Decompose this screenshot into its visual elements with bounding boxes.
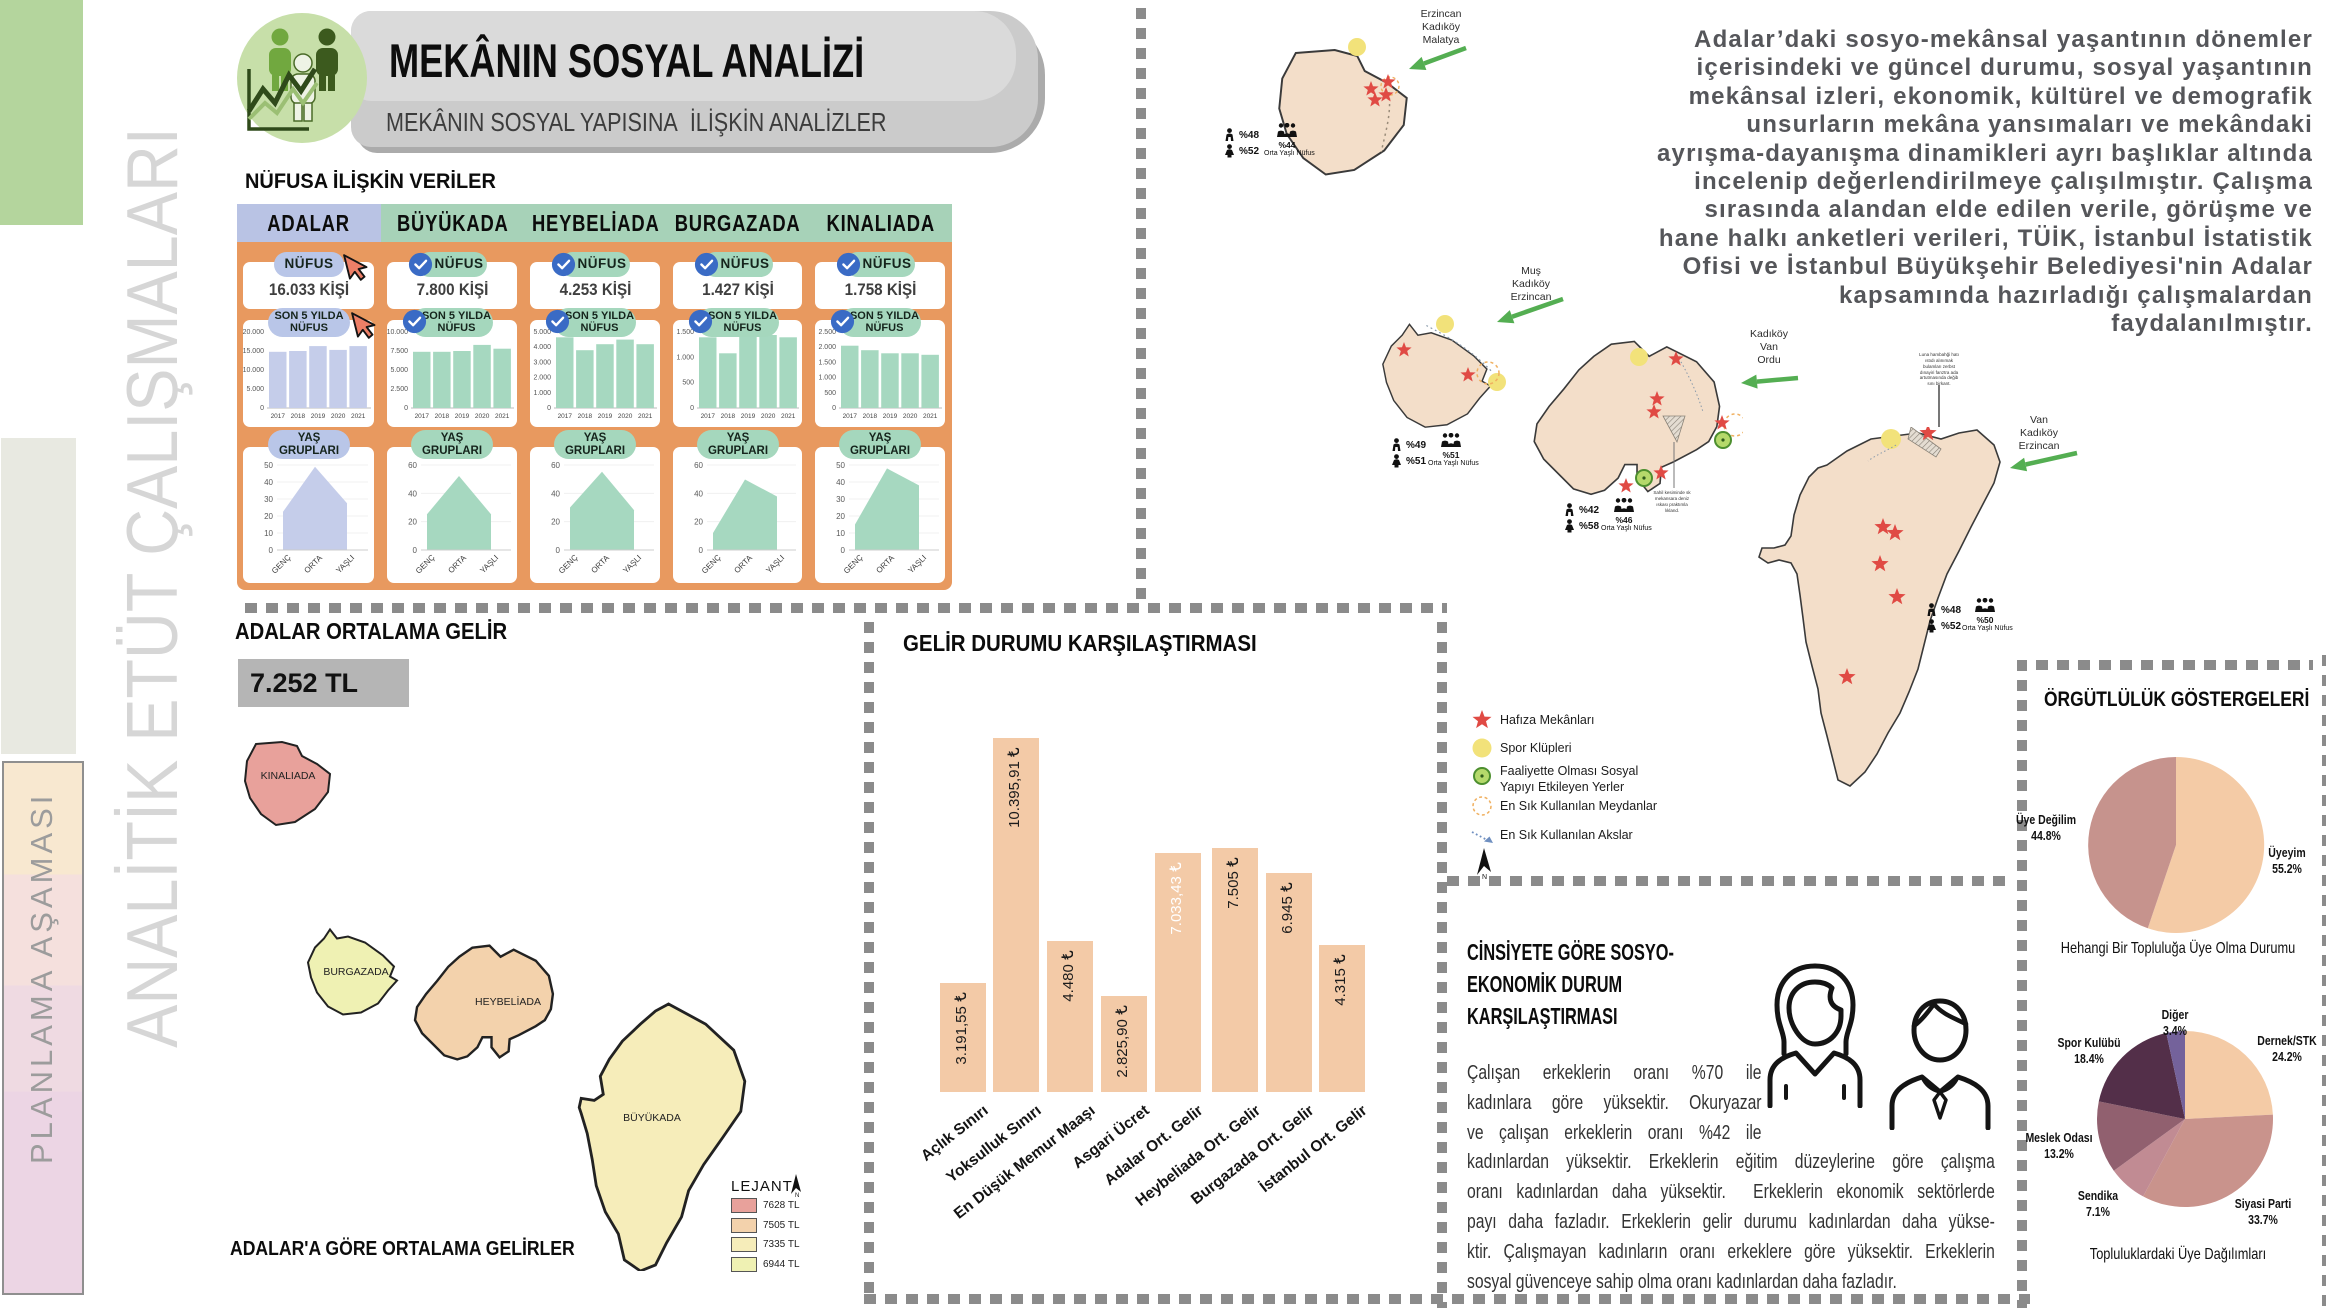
svg-text:3.000: 3.000 — [533, 359, 551, 366]
svg-text:2020: 2020 — [618, 413, 633, 420]
svg-text:2020: 2020 — [903, 413, 918, 420]
svg-text:0: 0 — [269, 546, 274, 555]
svg-text:2021: 2021 — [638, 413, 653, 420]
svg-text:0: 0 — [699, 546, 704, 555]
svg-text:1.000: 1.000 — [533, 390, 551, 397]
svg-text:20: 20 — [264, 512, 273, 521]
svg-text:0: 0 — [404, 405, 408, 412]
svg-text:500: 500 — [824, 390, 836, 397]
svg-text:2020: 2020 — [331, 413, 346, 420]
svg-text:2019: 2019 — [741, 413, 756, 420]
svg-text:2.500: 2.500 — [818, 329, 836, 336]
svg-text:1.500: 1.500 — [676, 329, 694, 336]
svg-text:10.000: 10.000 — [243, 367, 264, 374]
svg-text:1.000: 1.000 — [676, 354, 694, 361]
svg-text:0: 0 — [832, 405, 836, 412]
svg-text:50: 50 — [264, 461, 273, 470]
svg-text:GENÇ: GENÇ — [700, 553, 723, 576]
svg-text:ORTA: ORTA — [446, 553, 468, 575]
svg-text:40: 40 — [408, 489, 417, 498]
svg-text:0: 0 — [413, 546, 418, 555]
svg-text:2.000: 2.000 — [818, 344, 836, 351]
svg-text:0: 0 — [556, 546, 561, 555]
svg-text:2019: 2019 — [455, 413, 470, 420]
svg-text:YAŞLI: YAŞLI — [764, 553, 786, 575]
svg-text:2017: 2017 — [843, 413, 858, 420]
svg-text:4.000: 4.000 — [533, 344, 551, 351]
svg-text:30: 30 — [264, 495, 273, 504]
svg-text:2021: 2021 — [495, 413, 510, 420]
svg-text:20: 20 — [408, 518, 417, 527]
svg-text:2018: 2018 — [435, 413, 450, 420]
svg-text:YAŞLI: YAŞLI — [478, 553, 500, 575]
svg-text:YAŞLI: YAŞLI — [906, 553, 928, 575]
svg-text:20.000: 20.000 — [243, 329, 264, 336]
svg-text:2.500: 2.500 — [390, 386, 408, 393]
svg-text:2019: 2019 — [311, 413, 326, 420]
svg-text:ORTA: ORTA — [874, 553, 896, 575]
svg-text:2020: 2020 — [761, 413, 776, 420]
svg-text:20: 20 — [694, 518, 703, 527]
svg-text:20: 20 — [551, 518, 560, 527]
svg-text:40: 40 — [264, 478, 273, 487]
svg-text:5.000: 5.000 — [533, 329, 551, 336]
svg-text:2017: 2017 — [271, 413, 286, 420]
svg-text:GENÇ: GENÇ — [557, 553, 580, 576]
svg-text:5.000: 5.000 — [246, 386, 264, 393]
svg-text:60: 60 — [408, 461, 417, 470]
svg-text:60: 60 — [551, 461, 560, 470]
svg-text:40: 40 — [836, 478, 845, 487]
svg-text:40: 40 — [694, 489, 703, 498]
svg-text:GENÇ: GENÇ — [270, 553, 293, 576]
svg-text:1.000: 1.000 — [818, 375, 836, 382]
svg-text:2018: 2018 — [721, 413, 736, 420]
svg-text:ORTA: ORTA — [302, 553, 324, 575]
svg-text:YAŞLI: YAŞLI — [334, 553, 356, 575]
svg-text:30: 30 — [836, 495, 845, 504]
svg-text:5.000: 5.000 — [390, 367, 408, 374]
svg-text:10: 10 — [836, 529, 845, 538]
svg-text:2021: 2021 — [781, 413, 796, 420]
svg-text:1.500: 1.500 — [818, 359, 836, 366]
svg-text:10.000: 10.000 — [387, 329, 408, 336]
svg-text:ORTA: ORTA — [589, 553, 611, 575]
svg-text:2018: 2018 — [863, 413, 878, 420]
svg-text:15.000: 15.000 — [243, 348, 264, 355]
svg-text:60: 60 — [694, 461, 703, 470]
svg-text:500: 500 — [682, 380, 694, 387]
svg-text:0: 0 — [547, 405, 551, 412]
svg-text:ORTA: ORTA — [732, 553, 754, 575]
svg-text:0: 0 — [690, 405, 694, 412]
svg-text:2020: 2020 — [475, 413, 490, 420]
svg-text:40: 40 — [551, 489, 560, 498]
svg-text:2.000: 2.000 — [533, 375, 551, 382]
svg-text:2021: 2021 — [351, 413, 366, 420]
svg-text:20: 20 — [836, 512, 845, 521]
svg-text:YAŞLI: YAŞLI — [621, 553, 643, 575]
svg-text:50: 50 — [836, 461, 845, 470]
svg-text:2019: 2019 — [883, 413, 898, 420]
svg-text:2021: 2021 — [923, 413, 938, 420]
svg-text:2019: 2019 — [598, 413, 613, 420]
svg-text:GENÇ: GENÇ — [414, 553, 437, 576]
svg-text:10: 10 — [264, 529, 273, 538]
svg-text:2018: 2018 — [291, 413, 306, 420]
svg-text:0: 0 — [841, 546, 846, 555]
svg-text:2018: 2018 — [578, 413, 593, 420]
svg-text:2017: 2017 — [558, 413, 573, 420]
svg-text:7.500: 7.500 — [390, 348, 408, 355]
svg-text:0: 0 — [260, 405, 264, 412]
svg-text:GENÇ: GENÇ — [842, 553, 865, 576]
svg-text:2017: 2017 — [701, 413, 716, 420]
svg-text:2017: 2017 — [415, 413, 430, 420]
svg-text:N: N — [1482, 874, 1487, 880]
svg-text:N: N — [795, 1193, 799, 1198]
